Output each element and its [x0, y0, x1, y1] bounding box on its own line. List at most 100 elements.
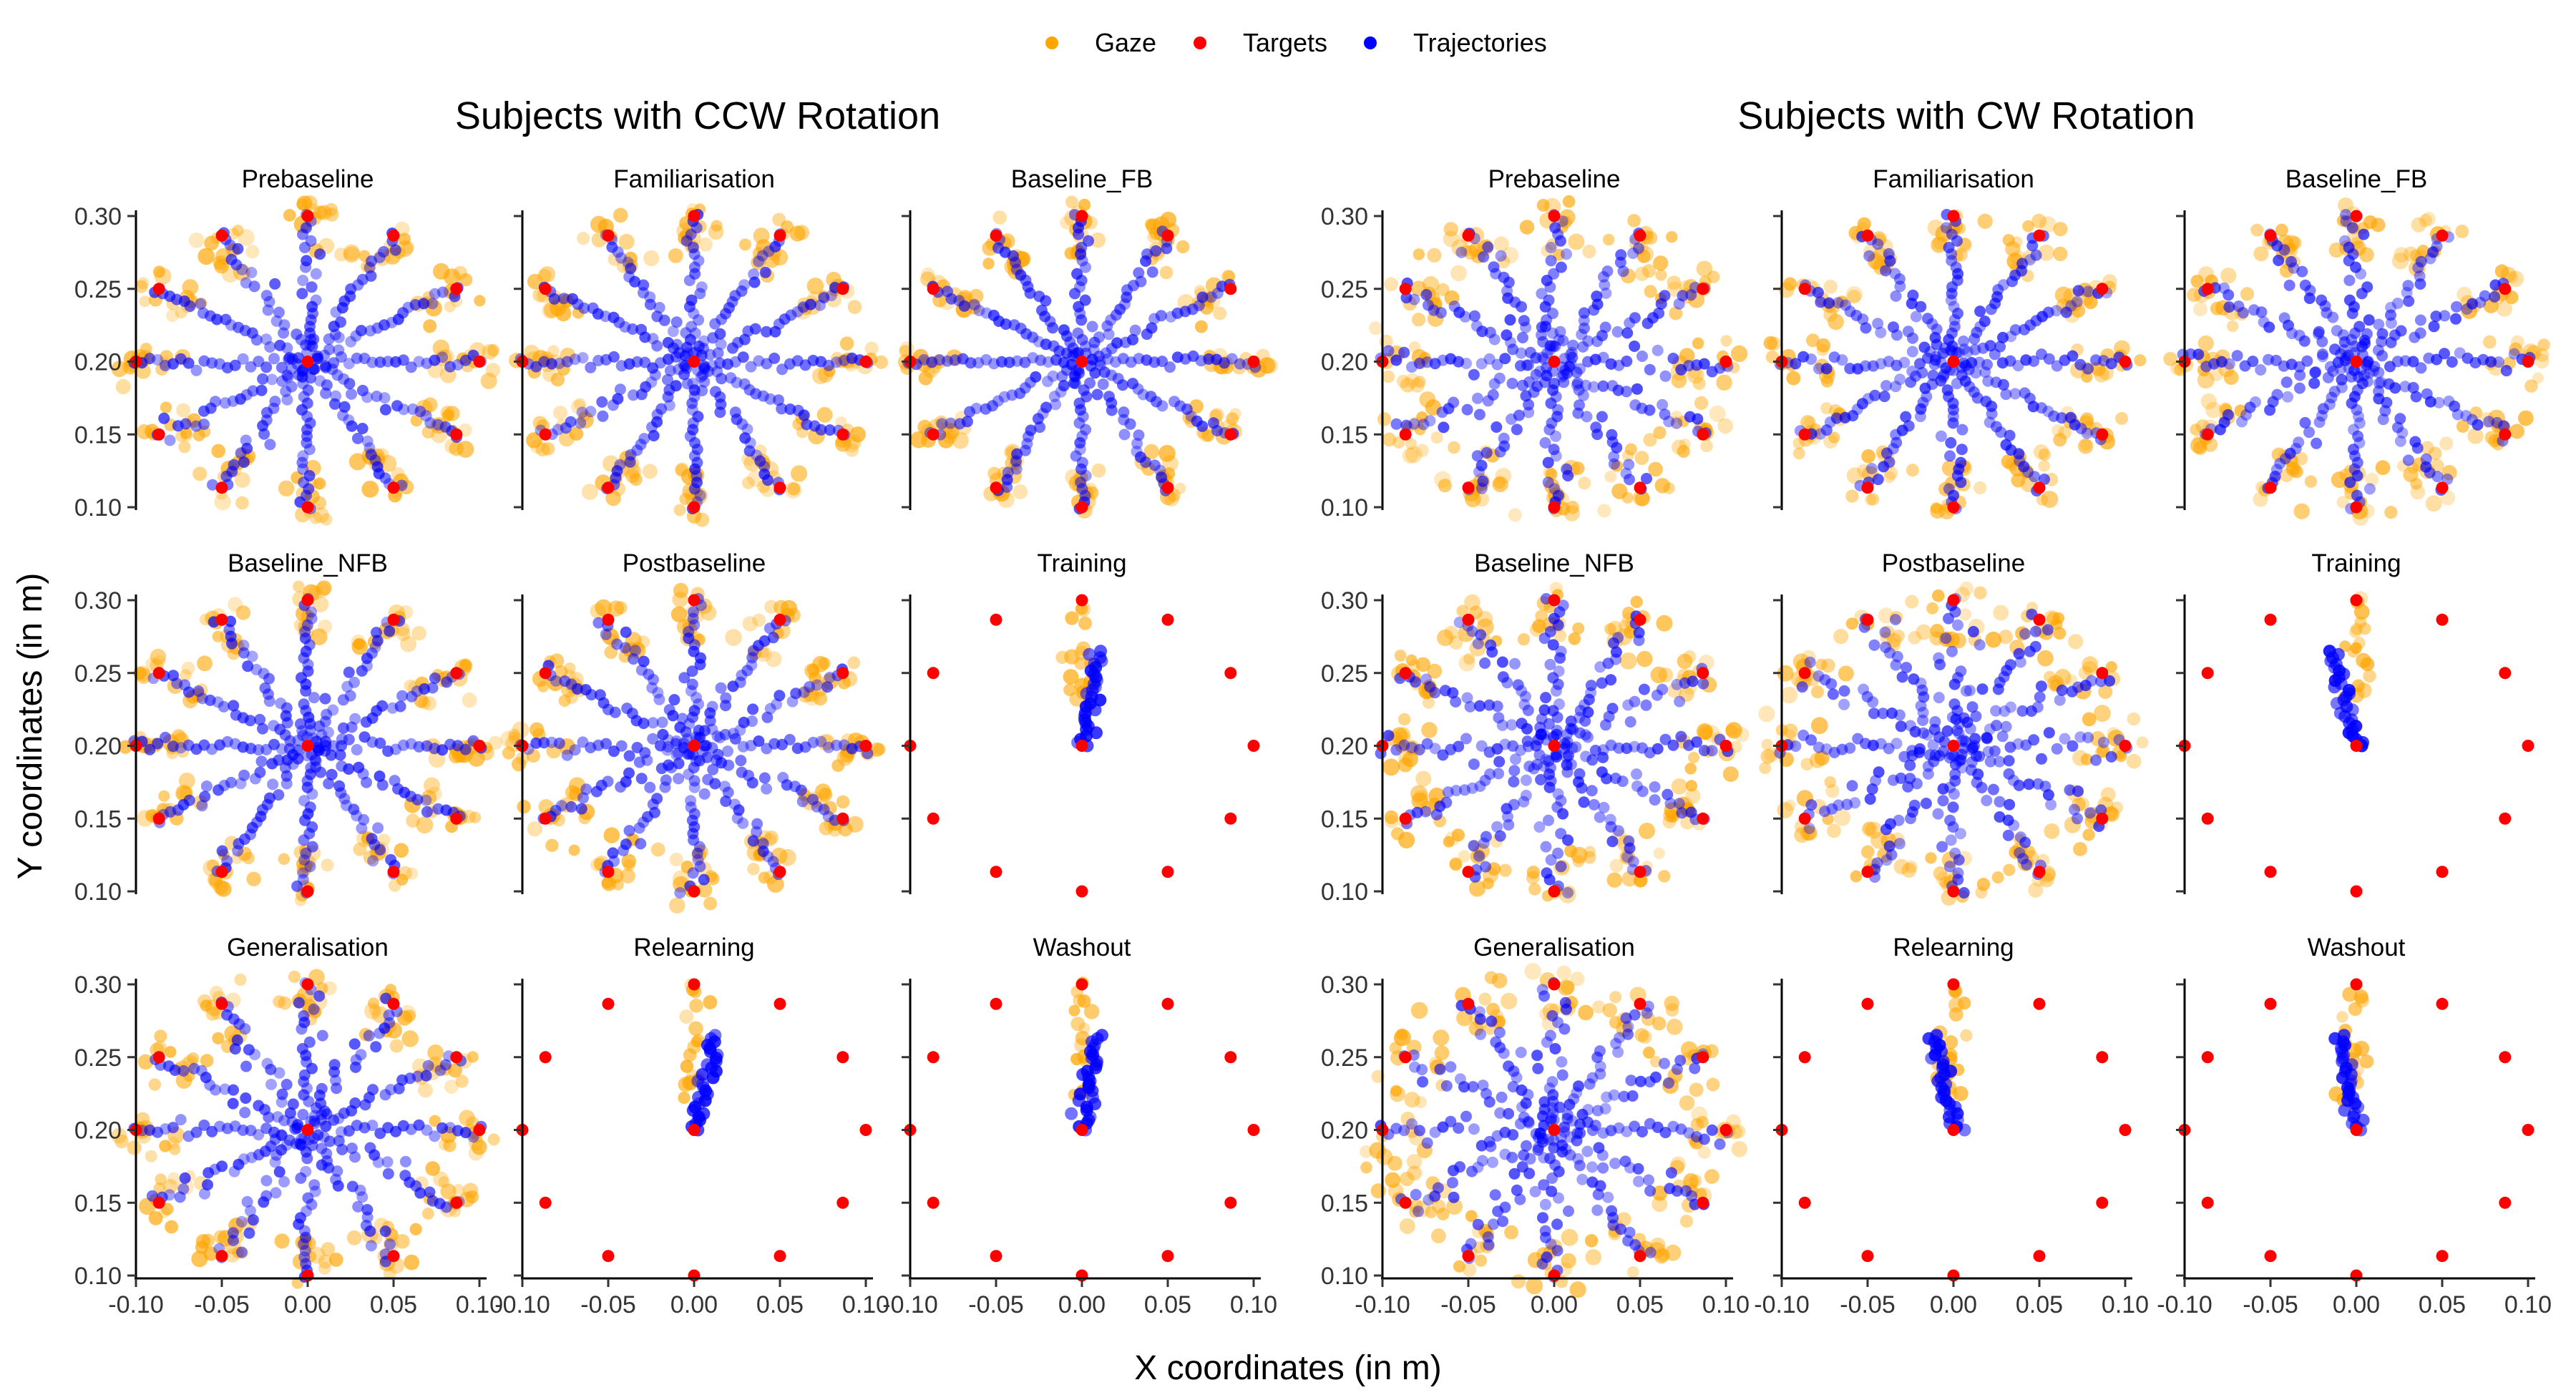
group-title-cw: Subjects with CW Rotation	[1737, 94, 2195, 137]
gaze-point	[1901, 863, 1917, 878]
gaze-point	[115, 378, 131, 395]
trajectory-point	[1040, 401, 1052, 413]
trajectory-point	[1657, 683, 1668, 695]
trajectory-point	[1103, 328, 1115, 341]
gaze-point	[427, 362, 444, 378]
panel-cw-postbaseline: Postbaseline	[1758, 549, 2149, 906]
trajectory-point	[2280, 376, 2293, 388]
trajectory-point	[668, 694, 680, 706]
trajectory-point	[420, 410, 432, 422]
gaze-point	[1985, 631, 2002, 648]
gaze-point	[1865, 494, 1877, 506]
gaze-point	[1692, 377, 1706, 391]
trajectory-point	[1644, 363, 1656, 376]
trajectory-point	[266, 373, 278, 386]
gaze-point	[967, 300, 982, 315]
trajectory-point	[590, 785, 602, 798]
trajectory-point	[753, 355, 765, 367]
gaze-point	[175, 306, 187, 319]
trajectory-point	[1035, 354, 1047, 366]
trajectory-point	[172, 420, 184, 432]
gaze-point	[1958, 608, 1972, 621]
trajectory-point	[298, 1010, 310, 1022]
gaze-point	[444, 406, 460, 421]
trajectory-point	[1073, 417, 1085, 429]
trajectory-point	[361, 435, 374, 447]
trajectory-point	[221, 362, 233, 373]
trajectory-point	[374, 843, 386, 856]
gaze-point	[2073, 841, 2087, 856]
trajectory-point	[258, 428, 270, 440]
target-points	[130, 210, 486, 514]
gaze-point	[410, 414, 423, 427]
gaze-point	[668, 248, 683, 263]
gaze-point	[444, 1080, 459, 1094]
gaze-point	[581, 484, 598, 500]
trajectory-point	[421, 806, 433, 818]
origin-point	[2350, 356, 2363, 368]
trajectory-point	[268, 353, 280, 365]
trajectory-point	[692, 411, 704, 423]
gaze-point	[2197, 335, 2214, 351]
trajectory-point	[243, 1044, 255, 1056]
gaze-point	[766, 651, 782, 667]
gaze-point	[1411, 313, 1426, 327]
trajectory-point	[1605, 674, 1617, 686]
gaze-point	[278, 853, 291, 866]
trajectory-point	[2500, 365, 2512, 377]
y-tick-label: 0.25	[1321, 276, 1368, 303]
trajectory-point	[308, 1003, 320, 1015]
trajectory-point	[716, 373, 728, 385]
gaze-point	[283, 209, 296, 222]
gaze-point	[2209, 367, 2224, 381]
target-point	[1719, 740, 1732, 752]
trajectory-point	[688, 261, 701, 273]
gaze-point	[315, 582, 331, 598]
x-tick-label: -0.05	[580, 1291, 636, 1318]
trajectory-point	[748, 268, 760, 280]
trajectory-point	[164, 434, 176, 446]
trajectory-point	[737, 817, 749, 829]
gaze-point	[568, 844, 580, 856]
gaze-point	[1658, 870, 1671, 883]
gaze-point	[197, 248, 215, 265]
trajectory-point	[257, 373, 269, 385]
gaze-point	[613, 207, 628, 223]
trajectory-point	[1612, 632, 1624, 644]
gaze-point	[1684, 763, 1697, 775]
trajectory-point	[1588, 798, 1600, 811]
gaze-point	[2058, 426, 2072, 439]
gaze-point	[642, 464, 658, 479]
trajectory-point	[696, 281, 708, 293]
target-point	[2436, 481, 2449, 494]
trajectory-point	[2361, 281, 2373, 293]
trajectory-point	[365, 270, 377, 282]
target-point	[1861, 229, 1874, 242]
gaze-point	[2391, 253, 2409, 270]
gaze-point	[181, 661, 195, 675]
gaze-point	[1400, 377, 1415, 393]
trajectory-point	[318, 1105, 331, 1117]
gaze-point	[826, 292, 841, 308]
panel-title: Postbaseline	[1882, 549, 2025, 577]
y-tick-label: 0.15	[74, 421, 122, 449]
gaze-point	[2067, 634, 2084, 650]
trajectory-point	[1578, 796, 1590, 808]
gaze-point	[673, 504, 686, 517]
gaze-point	[423, 777, 440, 794]
trajectory-point	[2428, 320, 2440, 333]
gaze-point	[343, 246, 360, 263]
trajectory-point	[693, 314, 705, 326]
gaze-point	[322, 981, 337, 996]
trajectory-point	[552, 424, 564, 436]
trajectory-point	[1586, 785, 1598, 797]
target-point	[1947, 210, 1960, 222]
trajectory-point	[1117, 379, 1128, 391]
target-point	[602, 229, 615, 242]
trajectory-point	[394, 700, 406, 713]
trajectory-point	[725, 372, 737, 384]
trajectory-point	[429, 288, 441, 300]
trajectory-point	[364, 1225, 376, 1237]
panel-title: Baseline_NFB	[1474, 549, 1634, 577]
gaze-point	[759, 481, 776, 497]
